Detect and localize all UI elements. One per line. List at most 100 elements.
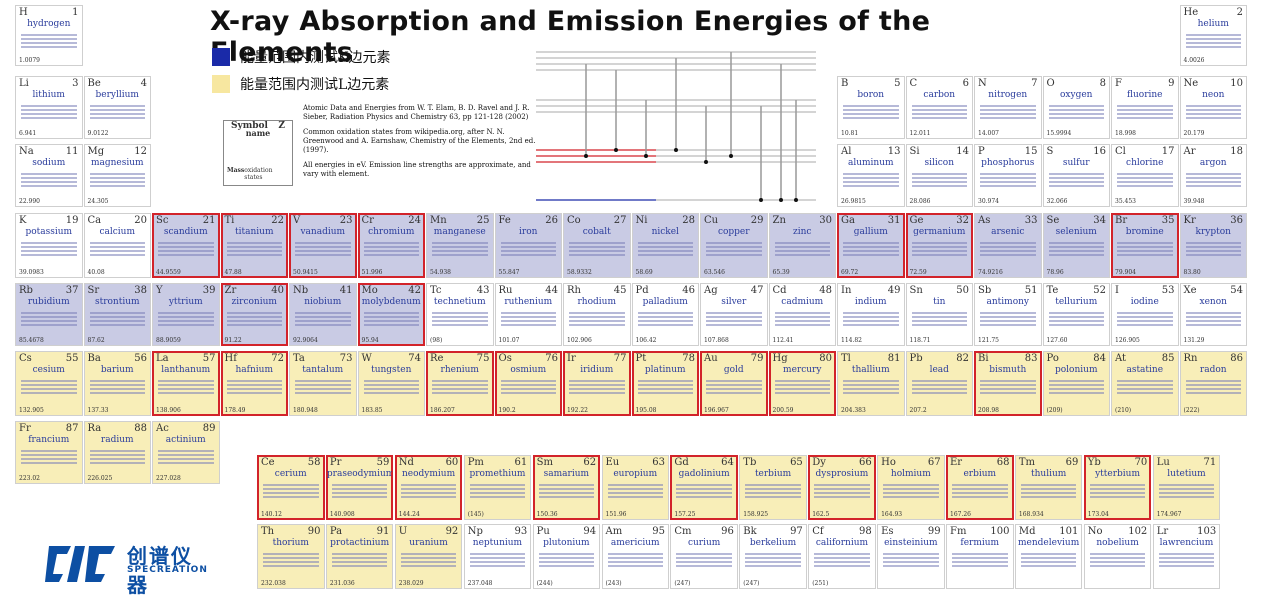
- element-plutonium: Pu 94 plutonium (244): [532, 524, 601, 589]
- element-mass: 83.80: [1183, 269, 1201, 276]
- element-name: astatine: [1126, 365, 1164, 375]
- element-mass: 24.305: [87, 198, 109, 205]
- element-mass: (243): [605, 580, 622, 587]
- element-scandium: Sc 21 scandium 44.9559: [152, 213, 220, 278]
- element-symbol: Fr: [19, 423, 31, 434]
- element-ruthenium: Ru 44 ruthenium 101.07: [494, 283, 562, 346]
- element-atomic-number: 63: [652, 457, 665, 468]
- element-mass: 192.22: [567, 407, 588, 414]
- element-name: nickel: [651, 227, 679, 237]
- element-name: rubidium: [27, 297, 70, 307]
- element-atomic-number: 42: [408, 285, 421, 296]
- element-polonium: Po 84 polonium (209): [1042, 351, 1110, 416]
- element-symbol: Pd: [635, 285, 649, 296]
- element-selenium: Se 34 selenium 78.96: [1042, 213, 1110, 278]
- element-mass: 180.948: [293, 407, 318, 414]
- element-symbol: Ti: [224, 215, 235, 226]
- element-symbol: Nb: [293, 285, 309, 296]
- energy-lines: [706, 240, 762, 266]
- element-atomic-number: 78: [682, 353, 695, 364]
- element-americium: Am 95 americium (243): [601, 524, 669, 589]
- element-thulium: Tm 69 thulium 168.934: [1014, 455, 1083, 520]
- energy-lines: [1117, 240, 1173, 266]
- element-mass: 95.94: [361, 337, 379, 344]
- element-chromium: Cr 24 chromium 51.996: [357, 213, 425, 278]
- energy-lines: [1089, 482, 1146, 508]
- element-symbol: Ca: [87, 215, 102, 226]
- energy-lines: [21, 240, 77, 266]
- element-name: neptunium: [472, 538, 523, 548]
- element-name: xenon: [1199, 297, 1227, 307]
- element-symbol: Tb: [743, 457, 757, 468]
- info-text: Atomic Data and Energies from W. T. Elam…: [303, 104, 543, 185]
- element-mass: 58.69: [635, 269, 653, 276]
- element-mass: 178.49: [224, 407, 246, 414]
- element-atomic-number: 6: [962, 78, 969, 89]
- element-atomic-number: 64: [721, 457, 734, 468]
- key-ox: oxidation states: [244, 167, 273, 181]
- element-name: nobelium: [1096, 538, 1139, 548]
- element-atomic-number: 46: [682, 285, 695, 296]
- element-symbol: Rn: [1183, 353, 1198, 364]
- element-name: radon: [1199, 365, 1227, 375]
- element-symbol: Re: [430, 353, 444, 364]
- energy-lines: [295, 310, 351, 336]
- element-atomic-number: 33: [1024, 215, 1038, 226]
- logo-mark-icon: [45, 546, 115, 582]
- element-atomic-number: 103: [1197, 526, 1217, 537]
- element-mass: 4.0026: [1183, 57, 1205, 64]
- element-symbol: Sm: [536, 457, 553, 468]
- element-name: californium: [815, 538, 869, 548]
- element-atomic-number: 71: [1203, 457, 1217, 468]
- element-symbol: Bk: [743, 526, 757, 537]
- element-dysprosium: Dy 66 dysprosium 162.5: [808, 455, 876, 520]
- element-symbol: Np: [467, 526, 483, 537]
- element-name: gadolinium: [678, 469, 730, 479]
- element-atomic-number: 60: [445, 457, 459, 468]
- element-mass: 6.941: [19, 130, 37, 137]
- energy-lines: [432, 310, 488, 336]
- element-lutetium: Lu 71 lutetium 174.967: [1152, 455, 1221, 520]
- energy-lines: [158, 448, 214, 474]
- element-symbol: P: [978, 146, 985, 157]
- element-atomic-number: 80: [819, 353, 832, 364]
- energy-lines: [980, 171, 1036, 197]
- element-manganese: Mn 25 manganese 54.938: [426, 213, 494, 278]
- element-mass: (145): [467, 511, 484, 518]
- element-krypton: Kr 36 krypton 83.80: [1179, 213, 1247, 278]
- element-symbol: Na: [19, 146, 34, 157]
- element-mass: 22.990: [19, 198, 40, 205]
- energy-lines: [1117, 310, 1173, 336]
- energy-lines: [569, 310, 625, 336]
- element-symbol: Br: [1115, 215, 1128, 226]
- energy-lines: [843, 171, 899, 197]
- energy-lines: [1158, 482, 1215, 508]
- element-symbol: Ne: [1183, 78, 1199, 89]
- element-symbol: No: [1087, 526, 1103, 537]
- energy-lines: [89, 240, 145, 266]
- element-mass: 1.0079: [19, 57, 40, 64]
- element-californium: Cf 98 californium (251): [808, 524, 876, 589]
- element-atomic-number: 39: [202, 285, 216, 296]
- element-mass: 157.25: [674, 511, 696, 518]
- element-symbol: N: [978, 78, 987, 89]
- element-nickel: Ni 28 nickel 58.69: [631, 213, 699, 278]
- element-mass: 12.011: [909, 130, 931, 137]
- element-atomic-number: 102: [1128, 526, 1148, 537]
- energy-lines: [89, 310, 145, 336]
- element-mass: 121.75: [978, 337, 999, 344]
- element-name: indium: [854, 297, 887, 307]
- element-name: cesium: [32, 365, 65, 375]
- element-symbol: W: [361, 353, 372, 364]
- element-symbol: I: [1115, 285, 1119, 296]
- energy-lines: [363, 378, 419, 404]
- element-symbol: Pa: [329, 526, 343, 537]
- element-symbol: Md: [1018, 526, 1036, 537]
- element-symbol: Rh: [567, 285, 581, 296]
- element-tungsten: W 74 tungsten 183.85: [357, 351, 425, 416]
- element-mass: (222): [1183, 407, 1200, 414]
- energy-lines: [1117, 171, 1173, 197]
- element-name: einsteinium: [884, 538, 938, 548]
- energy-lines: [774, 378, 830, 404]
- element-name: gold: [723, 365, 744, 375]
